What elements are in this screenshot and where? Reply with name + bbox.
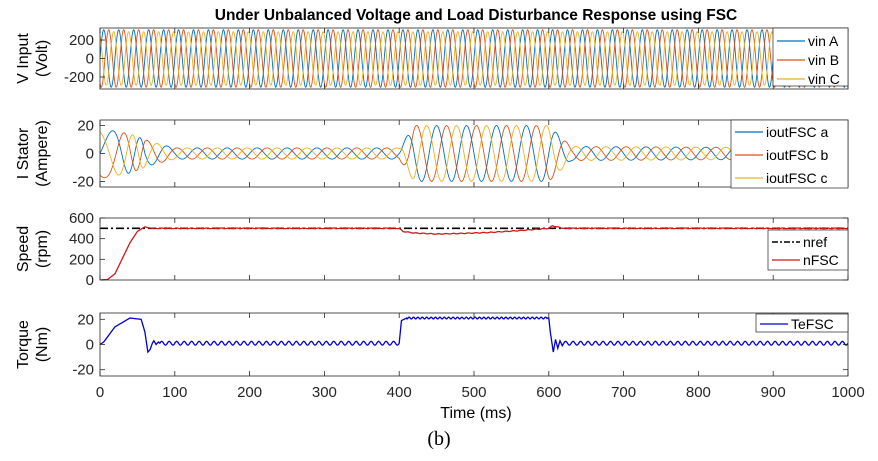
y-axis-label: (rpm): [34, 230, 51, 268]
legend-entry: ioutFSC a: [766, 124, 828, 140]
figure-caption: (b): [427, 428, 451, 450]
legend-box: [767, 229, 849, 271]
y-tick-label: 400: [69, 231, 94, 248]
x-tick-label: 700: [611, 384, 636, 401]
x-tick-label: 400: [387, 384, 412, 401]
x-tick-label: 1000: [831, 384, 864, 401]
y-tick-label: 600: [69, 210, 94, 227]
series-line-tefsc: [100, 316, 848, 354]
y-tick-label: 20: [77, 311, 94, 328]
legend: ioutFSC a ioutFSC b ioutFSC c: [730, 119, 849, 189]
y-axis-label: Torque: [15, 320, 32, 369]
x-axis-label: Time (ms): [440, 405, 511, 422]
y-tick-label: -20: [72, 362, 94, 379]
legend: nref nFSC: [767, 229, 849, 271]
series-line-nfsc: [100, 225, 848, 280]
y-tick-label: -20: [72, 173, 94, 190]
legend: vin A vin B vin C: [772, 27, 849, 87]
plot-area: [100, 225, 848, 280]
y-axis-label: Speed: [15, 226, 32, 272]
series-line-ioutfsc-a: [100, 125, 848, 182]
figure-title: Under Unbalanced Voltage and Load Distur…: [215, 7, 738, 24]
y-tick-label: 20: [77, 118, 94, 135]
legend-entry: ioutFSC c: [766, 170, 827, 186]
x-tick-label: 900: [761, 384, 786, 401]
y-axis-label: V Input: [15, 33, 32, 84]
y-axis-label: I Stator: [15, 127, 32, 179]
x-tick-label: 800: [686, 384, 711, 401]
x-tick-label: 200: [237, 384, 262, 401]
y-tick-label: 0: [86, 337, 94, 354]
legend: TeFSC: [755, 313, 849, 333]
legend-box: [730, 119, 849, 189]
legend-entry: vin A: [808, 33, 839, 49]
legend-box: [772, 27, 849, 87]
series-line-vin-a: [100, 29, 848, 88]
y-tick-label: 200: [69, 251, 94, 268]
y-tick-label: 200: [69, 32, 94, 49]
plot-area: [100, 125, 848, 182]
legend-entry: ioutFSC b: [766, 147, 828, 163]
legend-entry: nFSC: [803, 252, 839, 268]
y-tick-label: 0: [86, 272, 94, 289]
x-tick-label: 0: [96, 384, 104, 401]
plot-area: [100, 316, 848, 354]
subplot-3: 600 400 200 0 Speed (rpm) nref nFSC: [15, 210, 849, 289]
y-tick-label: -200: [64, 69, 94, 86]
x-tick-label: 300: [312, 384, 337, 401]
axes-box: [99, 312, 849, 377]
y-tick-label: 0: [86, 51, 94, 68]
series-line-ioutfsc-b: [100, 125, 848, 182]
y-axis-label: (Nm): [34, 327, 51, 363]
subplot-4: 200-200 100 200 300 400 500 600 700 800 900 1000To…: [15, 311, 865, 401]
legend-entry: vin B: [808, 52, 839, 68]
x-tick-label: 500: [461, 384, 486, 401]
series-line-vin-b: [100, 29, 848, 88]
plot-area: [100, 29, 848, 88]
legend-entry: nref: [803, 234, 827, 250]
y-axis-label: (Ampere): [34, 120, 51, 187]
legend-box: [755, 313, 849, 333]
subplot-2: 20 0 -20 I Stator (Ampere) ioutFSC a ioutFSC b…: [15, 118, 849, 190]
y-axis-label: (Volt): [34, 40, 51, 77]
legend-entry: vin C: [808, 71, 840, 87]
y-tick-label: 0: [86, 146, 94, 163]
legend-entry: TeFSC: [791, 316, 834, 332]
series-line-vin-c: [100, 31, 848, 86]
subplot-1: 200 0-200 V Input (Volt) vin A vin B vin C: [15, 27, 849, 90]
x-tick-label: 600: [536, 384, 561, 401]
x-tick-label: 100: [162, 384, 187, 401]
axes-box: [99, 217, 849, 281]
series-line-ioutfsc-c: [100, 125, 848, 182]
